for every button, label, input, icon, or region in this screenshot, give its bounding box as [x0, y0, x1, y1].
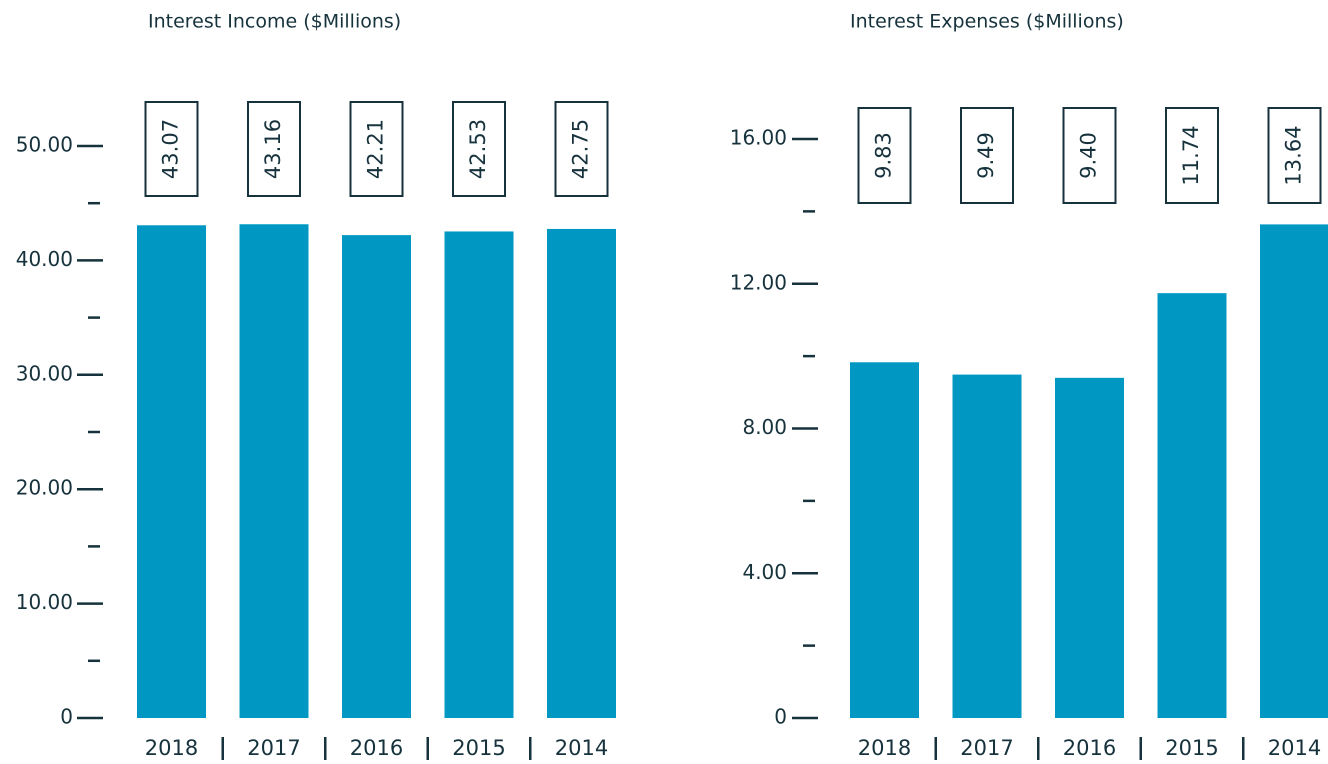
value-label: 9.40 [1077, 132, 1101, 179]
x-tick-label: 2016 [1063, 736, 1116, 760]
bar [1157, 293, 1227, 718]
label-box [452, 101, 506, 197]
x-tick-label: 2017 [960, 736, 1013, 760]
y-tick-label: 0 [774, 705, 787, 729]
x-tick-label: 2014 [1268, 736, 1321, 760]
bar [137, 225, 206, 718]
x-tick-label: 2015 [452, 736, 505, 760]
label-box [1165, 107, 1219, 204]
y-tick-label: 12.00 [730, 270, 787, 294]
y-tick-label: 16.00 [730, 126, 787, 150]
bar [952, 374, 1022, 718]
bar [850, 362, 919, 718]
y-tick-label: 0 [60, 705, 73, 729]
x-tick-label: 2017 [247, 736, 300, 760]
label-box [349, 101, 404, 197]
bar [1055, 377, 1124, 718]
x-tick-label: 2016 [350, 736, 403, 760]
value-label: 42.53 [466, 119, 490, 179]
label-box [247, 101, 301, 197]
bar [444, 231, 514, 719]
y-tick-label: 30.00 [16, 361, 73, 385]
bar [1260, 224, 1328, 718]
label-box [1267, 107, 1322, 204]
x-tick-label: 2018 [858, 736, 911, 760]
value-label: 43.07 [159, 119, 183, 179]
value-label: 43.16 [261, 119, 285, 179]
value-label: 13.64 [1282, 125, 1306, 185]
bar [342, 235, 411, 718]
value-label: 42.21 [364, 119, 388, 179]
label-box [554, 101, 609, 197]
value-label: 9.49 [974, 132, 998, 179]
y-tick-label: 20.00 [16, 476, 73, 500]
value-label: 11.74 [1179, 125, 1203, 185]
y-tick-label: 50.00 [16, 133, 73, 157]
x-tick-label: 2014 [555, 736, 608, 760]
label-box [1062, 107, 1117, 204]
label-box [960, 107, 1014, 204]
label-box [144, 101, 199, 197]
value-label: 9.83 [872, 132, 896, 179]
y-tick-label: 4.00 [742, 560, 787, 584]
y-tick-label: 10.00 [16, 590, 73, 614]
value-label: 42.75 [569, 119, 593, 179]
y-tick-label: 8.00 [742, 415, 787, 439]
x-tick-label: 2015 [1165, 736, 1218, 760]
bar [239, 224, 309, 718]
bar [547, 228, 616, 718]
label-box [857, 107, 912, 204]
chart-title: Interest Expenses ($Millions) [850, 11, 1124, 33]
y-tick-label: 40.00 [16, 247, 73, 271]
chart-title: Interest Income ($Millions) [148, 11, 401, 33]
x-tick-label: 2018 [145, 736, 198, 760]
